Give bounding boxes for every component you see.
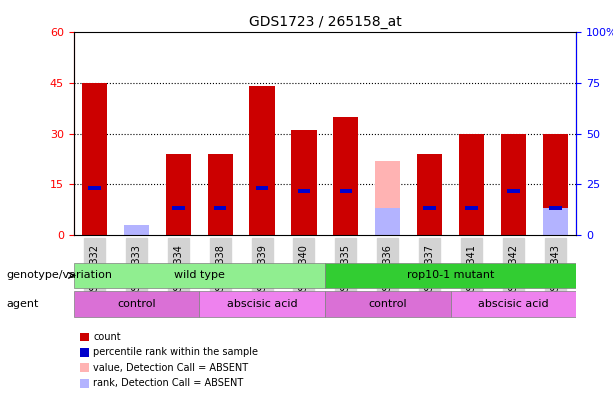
Bar — [543, 208, 568, 235]
FancyBboxPatch shape — [451, 291, 576, 317]
Bar — [124, 225, 149, 235]
Bar — [208, 154, 233, 235]
Text: percentile rank within the sample: percentile rank within the sample — [93, 347, 258, 357]
Bar — [424, 206, 436, 210]
Text: wild type: wild type — [174, 271, 224, 280]
Bar — [214, 206, 226, 210]
Text: rop10-1 mutant: rop10-1 mutant — [407, 271, 494, 280]
Bar — [543, 134, 568, 235]
FancyBboxPatch shape — [325, 262, 576, 288]
Bar — [82, 83, 107, 235]
Bar — [256, 185, 268, 190]
Bar — [249, 86, 275, 235]
Text: value, Detection Call = ABSENT: value, Detection Call = ABSENT — [93, 363, 248, 373]
Bar — [166, 154, 191, 235]
Bar — [291, 130, 316, 235]
Bar — [172, 206, 185, 210]
Bar — [417, 154, 442, 235]
Text: count: count — [93, 332, 121, 342]
Bar — [298, 189, 310, 193]
Title: GDS1723 / 265158_at: GDS1723 / 265158_at — [248, 15, 402, 29]
Bar — [340, 189, 352, 193]
Text: control: control — [368, 299, 407, 309]
Text: control: control — [117, 299, 156, 309]
Bar — [375, 208, 400, 235]
FancyBboxPatch shape — [74, 291, 199, 317]
Text: agent: agent — [6, 299, 39, 309]
Text: rank, Detection Call = ABSENT: rank, Detection Call = ABSENT — [93, 378, 243, 388]
Bar — [549, 206, 562, 210]
FancyBboxPatch shape — [74, 262, 325, 288]
Bar — [507, 189, 520, 193]
Bar — [459, 134, 484, 235]
Bar — [88, 185, 101, 190]
Bar — [501, 134, 526, 235]
Text: abscisic acid: abscisic acid — [227, 299, 297, 309]
Text: abscisic acid: abscisic acid — [478, 299, 549, 309]
Bar — [375, 161, 400, 235]
Text: genotype/variation: genotype/variation — [6, 271, 112, 280]
Bar — [333, 117, 359, 235]
Bar — [543, 161, 568, 235]
FancyBboxPatch shape — [325, 291, 451, 317]
FancyBboxPatch shape — [199, 291, 325, 317]
Bar — [465, 206, 478, 210]
Bar — [124, 228, 149, 235]
